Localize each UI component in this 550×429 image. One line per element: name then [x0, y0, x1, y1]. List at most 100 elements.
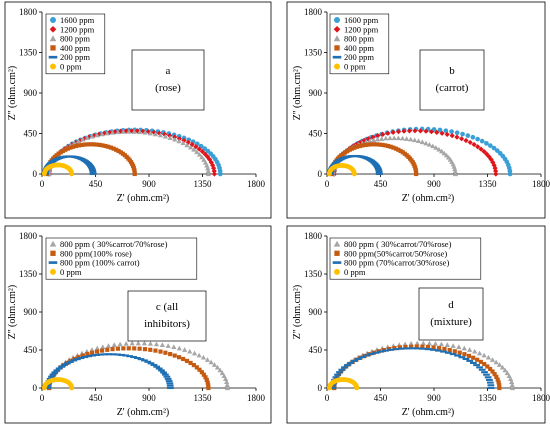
data-point: [428, 129, 435, 135]
x-tick-label: 1350: [194, 179, 213, 189]
data-point: [476, 366, 483, 369]
data-point: [88, 142, 93, 147]
panel-label: d: [448, 299, 454, 311]
data-point: [430, 143, 436, 149]
data-point: [371, 137, 377, 143]
data-point: [70, 359, 78, 362]
data-point: [147, 341, 154, 346]
legend-marker: [334, 63, 340, 70]
data-point: [458, 356, 466, 359]
data-point: [338, 368, 346, 371]
data-point: [137, 129, 143, 135]
data-point: [105, 347, 110, 352]
legend-box: [329, 13, 390, 75]
data-point: [205, 380, 210, 385]
data-point: [476, 350, 483, 356]
data-point: [444, 131, 450, 137]
data-point: [94, 142, 99, 147]
data-point: [426, 141, 433, 147]
data-point: [473, 364, 480, 367]
x-tick-label: 1800: [247, 179, 266, 189]
legend-entry: 800 ppm: [344, 34, 374, 44]
data-point: [94, 132, 100, 138]
data-point: [203, 375, 208, 380]
x-tick-label: 1350: [479, 179, 498, 189]
data-point: [435, 349, 442, 352]
data-point: [434, 129, 440, 136]
panel-label: (carrot): [436, 82, 469, 94]
data-point: [472, 348, 478, 354]
data-point: [191, 350, 198, 356]
data-point: [188, 360, 193, 366]
data-point: [165, 343, 171, 348]
data-point: [452, 166, 458, 172]
data-point: [199, 154, 205, 160]
data-point: [73, 143, 79, 149]
data-point: [383, 143, 388, 148]
data-point: [502, 367, 508, 373]
y-tick-label: 1350: [304, 48, 323, 58]
data-point: [375, 133, 381, 139]
x-axis-label: Z' (ohm.cm²): [402, 193, 455, 204]
y-tick-label: 450: [24, 345, 38, 355]
data-point: [370, 134, 376, 140]
data-point: [432, 341, 439, 346]
data-point: [375, 169, 383, 172]
data-point: [426, 340, 432, 346]
panel-label-box: [418, 287, 484, 341]
series-6: [42, 162, 75, 177]
data-point: [493, 168, 499, 174]
legend-entry: 1600 ppm: [60, 15, 95, 25]
data-point: [463, 137, 469, 144]
data-point: [395, 135, 401, 141]
data-point: [442, 346, 447, 352]
data-point: [388, 144, 393, 149]
data-point: [187, 144, 194, 150]
data-point: [454, 134, 460, 140]
data-point: [89, 170, 97, 173]
data-point: [403, 347, 410, 350]
x-tick-label: 450: [374, 393, 388, 403]
x-tick-label: 450: [89, 179, 103, 189]
data-point: [150, 363, 158, 366]
data-point: [68, 145, 73, 150]
data-point: [437, 127, 443, 133]
data-point: [64, 362, 71, 365]
data-point: [184, 142, 190, 148]
x-tick-label: 0: [40, 179, 45, 189]
data-point: [478, 368, 486, 371]
legend-marker: [333, 35, 341, 42]
data-point: [475, 144, 481, 150]
data-point: [374, 142, 379, 147]
y-tick-label: 1350: [19, 48, 38, 58]
data-point: [101, 353, 109, 356]
legend-marker: [48, 55, 58, 59]
data-point: [97, 353, 105, 356]
data-point: [121, 346, 126, 351]
data-point: [423, 128, 429, 134]
data-point: [103, 143, 108, 149]
data-point: [110, 347, 115, 352]
legend-box: [45, 237, 198, 280]
data-point: [163, 375, 171, 378]
legend-entry: 0 ppm: [60, 267, 82, 277]
data-point: [417, 128, 424, 134]
data-point: [479, 138, 485, 144]
panel-label: inhibitors): [144, 318, 190, 330]
data-point: [163, 350, 168, 355]
x-tick-label: 900: [142, 393, 156, 403]
data-point: [85, 142, 90, 147]
data-point: [214, 364, 221, 370]
data-point: [48, 375, 55, 378]
data-point: [61, 363, 68, 366]
chart-panel-3: 0 450 900 1350 1800 0 450 900 1350 1800 Z' (ohm.cm…: [4, 225, 272, 424]
data-point: [438, 341, 445, 347]
data-point: [509, 382, 515, 388]
x-tick-label: 900: [427, 179, 441, 189]
legend-entry: 800 ppm(50%carrot/50%rose): [344, 248, 447, 258]
y-tick-label: 1800: [19, 7, 38, 17]
data-point: [478, 146, 484, 152]
data-point: [457, 350, 462, 355]
data-point: [196, 151, 203, 157]
data-point: [176, 136, 183, 142]
